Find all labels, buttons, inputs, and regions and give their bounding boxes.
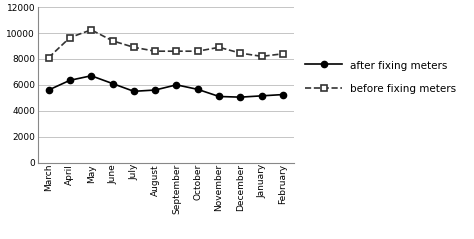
after fixing meters (109, 82, 115, 85)
before fixing meters (67, 36, 73, 39)
before fixing meters (259, 55, 264, 58)
after fixing meters (88, 74, 94, 77)
after fixing meters (131, 90, 137, 93)
before fixing meters (280, 52, 286, 55)
Line: after fixing meters: after fixing meters (46, 73, 286, 100)
before fixing meters (46, 56, 51, 59)
after fixing meters (173, 83, 179, 86)
after fixing meters (237, 96, 243, 98)
after fixing meters (259, 94, 264, 97)
before fixing meters (237, 52, 243, 54)
before fixing meters (131, 46, 137, 49)
before fixing meters (173, 50, 179, 53)
after fixing meters (67, 79, 73, 82)
Line: before fixing meters: before fixing meters (45, 26, 286, 61)
before fixing meters (195, 50, 201, 53)
after fixing meters (216, 95, 222, 98)
after fixing meters (280, 93, 286, 96)
after fixing meters (46, 89, 51, 92)
before fixing meters (216, 46, 222, 49)
after fixing meters (195, 88, 201, 91)
before fixing meters (152, 50, 158, 53)
after fixing meters (152, 89, 158, 92)
Legend: after fixing meters, before fixing meters: after fixing meters, before fixing meter… (301, 56, 460, 98)
before fixing meters (109, 39, 115, 42)
before fixing meters (88, 28, 94, 31)
